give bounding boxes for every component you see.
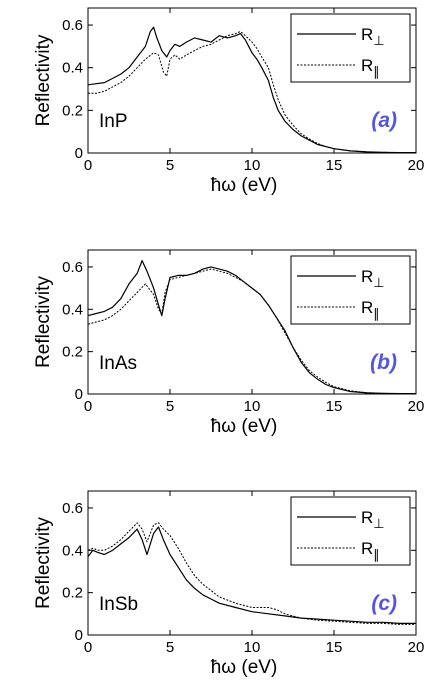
series-line-r-perp [87,26,416,154]
legend-box [290,496,411,566]
x-tick-label: 5 [166,398,174,415]
x-tick-label: 0 [84,639,92,656]
material-label: InSb [99,594,138,615]
y-tick-label: 0.4 [62,60,83,77]
x-tick-label: 10 [244,398,261,415]
legend: R⊥ R∥ [290,496,411,566]
y-tick-label: 0 [75,386,83,403]
panel-label: (a) [371,109,397,132]
material-label: InAs [99,353,137,374]
x-tick-label: 10 [244,639,261,656]
chart-panel-2: 0 5 10 15 20 0 0.2 0.4 0.6 Reflectivity ħω (eV) InA… [33,249,425,437]
x-tick-label: 15 [326,157,343,174]
x-axis-label: ħω (eV) [211,416,278,437]
x-tick-label: 15 [326,398,343,415]
y-tick-label: 0.2 [62,344,83,361]
series-line-r-perp [87,526,416,625]
series-line-r-par [87,522,416,625]
y-tick-label: 0.6 [62,259,83,276]
y-axis-label: Reflectivity [33,517,54,609]
legend-box [290,13,411,83]
y-tick-label: 0.6 [62,500,83,517]
material-label: InP [99,111,128,132]
x-axis-label: ħω (eV) [211,175,278,196]
y-axis-label: Reflectivity [33,34,54,126]
x-tick-label: 0 [84,398,92,415]
legend-label: R∥ [361,539,380,563]
legend-label: R∥ [361,298,380,322]
x-tick-label: 20 [408,398,425,415]
series-line-r-par [88,31,416,154]
panel-label: (b) [370,351,397,374]
legend-label: R⊥ [361,267,385,291]
x-tick-label: 5 [166,639,174,656]
y-tick-label: 0 [75,145,83,162]
series-line-r-par [87,268,416,395]
y-tick-label: 0.4 [62,301,83,318]
panel-label: (c) [371,592,397,615]
y-axis-label: Reflectivity [33,276,54,368]
legend-label: R⊥ [361,25,385,49]
y-tick-label: 0.4 [62,542,83,559]
legend-box [290,255,411,325]
x-tick-label: 20 [408,157,425,174]
chart-panel-1: 0 5 10 15 20 0 0.2 0.4 0.6 Reflectivity ħω (eV) InP… [33,7,425,196]
x-tick-label: 20 [408,639,425,656]
x-tick-label: 10 [244,157,261,174]
series-line-r-perp [87,260,416,395]
legend-label: R∥ [361,56,380,80]
y-tick-label: 0.2 [62,102,83,119]
x-tick-label: 0 [84,157,92,174]
legend: R⊥ R∥ [290,255,411,325]
y-tick-label: 0.2 [62,585,83,602]
legend-label: R⊥ [361,508,385,532]
x-tick-label: 5 [166,157,174,174]
chart-panel-3: 0 5 10 15 20 0 0.2 0.4 0.6 Reflectivity ħω (eV) InS… [33,490,425,678]
legend: R⊥ R∥ [290,13,411,83]
x-tick-label: 15 [326,639,343,656]
y-tick-label: 0.6 [62,17,83,34]
y-tick-label: 0 [75,627,83,644]
x-axis-label: ħω (eV) [211,657,278,678]
